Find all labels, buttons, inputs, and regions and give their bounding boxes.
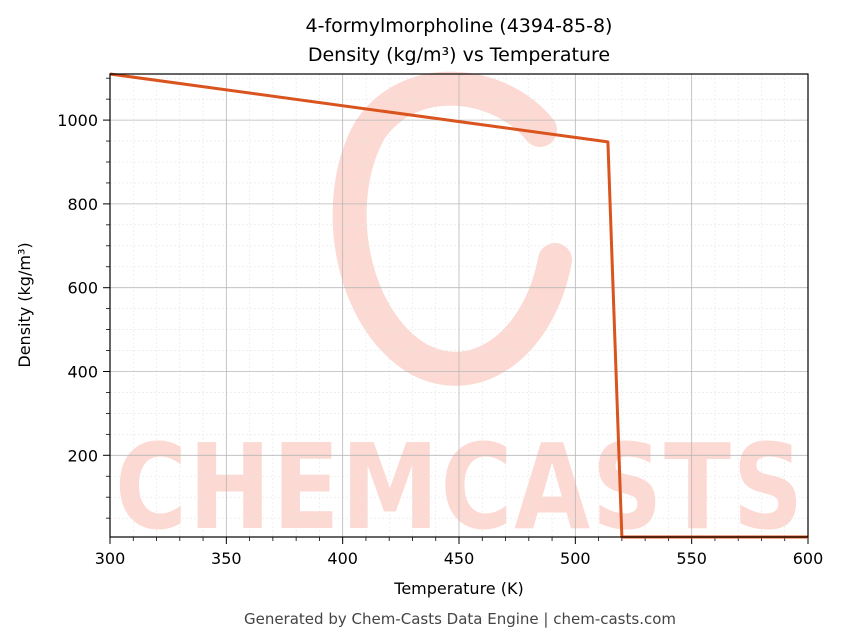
y-tick-label: 200 — [67, 446, 98, 465]
chart-subtitle: Density (kg/m³) vs Temperature — [308, 44, 610, 66]
x-tick-label: 300 — [95, 549, 126, 568]
footer-credit: Generated by Chem-Casts Data Engine | ch… — [244, 610, 676, 628]
x-tick-label: 500 — [560, 549, 591, 568]
y-tick-label: 800 — [67, 195, 98, 214]
watermark-logo-ring — [332, 71, 572, 386]
x-tick-label: 600 — [793, 549, 824, 568]
y-axis-label: Density (kg/m³) — [15, 242, 34, 367]
x-tick-label: 550 — [676, 549, 707, 568]
y-tick-label: 400 — [67, 362, 98, 381]
x-axis-label: Temperature (K) — [393, 579, 523, 598]
axis-ticks: 300 350 400 450 500 550 600 200 400 600 800 1000 — [57, 77, 824, 568]
y-tick-label: 600 — [67, 279, 98, 298]
x-tick-label: 450 — [444, 549, 475, 568]
x-tick-label: 400 — [327, 549, 358, 568]
x-tick-label: 350 — [211, 549, 242, 568]
y-tick-label: 1000 — [57, 111, 98, 130]
chart-title: 4-formylmorpholine (4394-85-8) — [306, 15, 613, 37]
watermark-text: CHEMCASTS — [115, 418, 805, 556]
plot-frame — [109, 73, 809, 538]
watermark: CHEMCASTS — [115, 71, 805, 556]
grid — [109, 74, 809, 537]
